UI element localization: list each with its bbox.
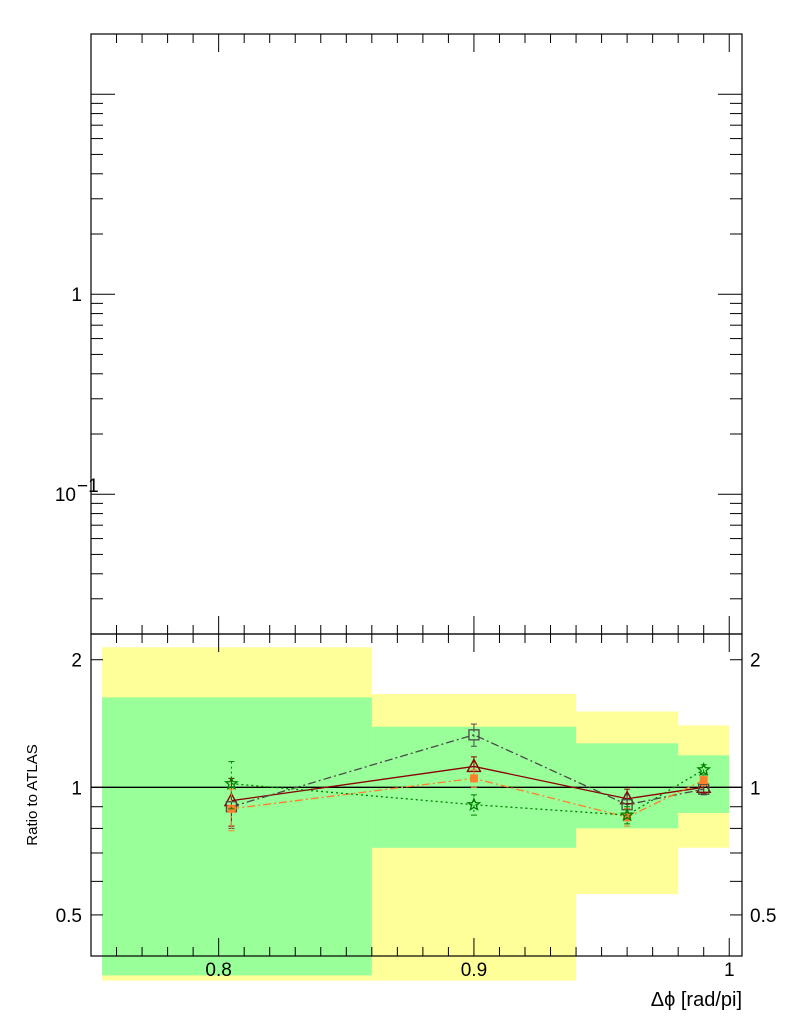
data-point xyxy=(468,729,480,741)
ratio-y-tick-label: 2 xyxy=(71,651,82,672)
data-point xyxy=(696,761,712,777)
x-axis-title: Δϕ [rad/pi] xyxy=(651,989,742,1011)
main-y-ticks xyxy=(91,33,742,635)
main-x-ticks xyxy=(90,34,730,634)
ratio-tick-labels: 0.5 0.5 1 1 2 2 0.8 0.9 1 xyxy=(56,651,777,981)
ratio-y-tick-label-right: 2 xyxy=(750,651,761,672)
main-y-tick-labels: 1 10 −1 xyxy=(55,285,99,506)
inner-band-bin xyxy=(102,697,372,976)
data-point xyxy=(619,790,635,805)
main-y-tick-label: 10 xyxy=(55,485,76,506)
series-line xyxy=(231,769,705,816)
main-y-tick-label-exponent: −1 xyxy=(77,476,99,497)
ratio-panel-frame xyxy=(90,633,743,957)
ratio-y-tick-label-right: 1 xyxy=(750,778,761,799)
series-line xyxy=(231,734,704,808)
data-point xyxy=(466,796,482,811)
data-point xyxy=(619,807,635,822)
ratio-panel: 0.5 0.5 1 1 2 2 0.8 0.9 1 Ratio to ATLAS Δϕ [rad… xyxy=(24,633,777,1011)
main-y-tick-label: 1 xyxy=(71,285,82,306)
data-point xyxy=(699,776,708,785)
series-group xyxy=(223,723,712,832)
ratio-y-tick-label: 1 xyxy=(71,778,82,799)
series-line xyxy=(231,777,704,818)
data-point xyxy=(224,775,239,790)
main-panel-frame xyxy=(90,33,743,635)
data-point xyxy=(698,783,710,795)
ratio-y-axis-title: Ratio to ATLAS xyxy=(24,744,41,845)
series-3 xyxy=(224,761,712,825)
x-tick-label: 0.9 xyxy=(461,960,487,981)
ratio-y-tick-label: 0.5 xyxy=(56,906,82,927)
data-point xyxy=(469,774,478,783)
x-tick-label: 1 xyxy=(724,960,735,981)
ratio-x-ticks xyxy=(90,634,730,956)
data-point xyxy=(696,778,712,794)
x-tick-label: 0.8 xyxy=(205,960,231,981)
main-panel: 1 10 −1 xyxy=(55,33,743,635)
ratio-y-ticks xyxy=(91,659,742,957)
ratio-y-tick-label-right: 0.5 xyxy=(750,906,776,927)
